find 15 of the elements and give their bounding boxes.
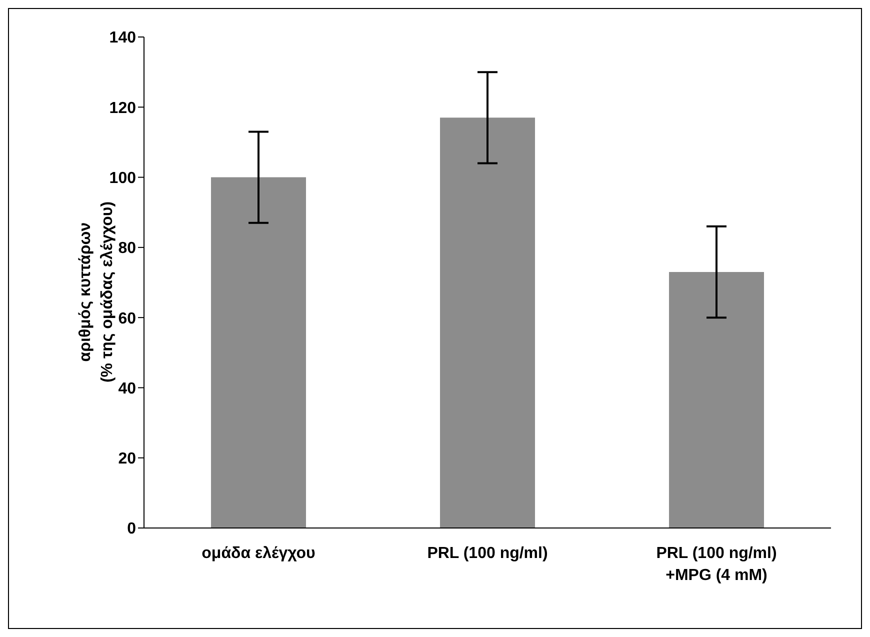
y-tick-label: 80: [118, 240, 136, 258]
y-tick-label: 100: [109, 170, 136, 187]
y-axis-title: αριθμός κυττάρων (% της ομάδας ελέγχου): [77, 201, 116, 383]
y-tick-label: 0: [127, 520, 136, 538]
y-tick-label: 120: [109, 100, 136, 117]
y-tick-label: 60: [118, 310, 136, 328]
x-tick-label: PRL (100 ng/ml) +MPG (4 mM): [656, 545, 777, 584]
x-tick-label: PRL (100 ng/ml): [427, 545, 548, 562]
y-tick-label: 20: [118, 450, 136, 468]
y-tick-label: 140: [109, 30, 136, 47]
bar: [211, 177, 306, 528]
y-tick-label: 40: [118, 380, 136, 398]
x-tick-label: ομάδα ελέγχου: [202, 545, 316, 562]
bar: [669, 272, 764, 528]
bar: [440, 118, 535, 528]
